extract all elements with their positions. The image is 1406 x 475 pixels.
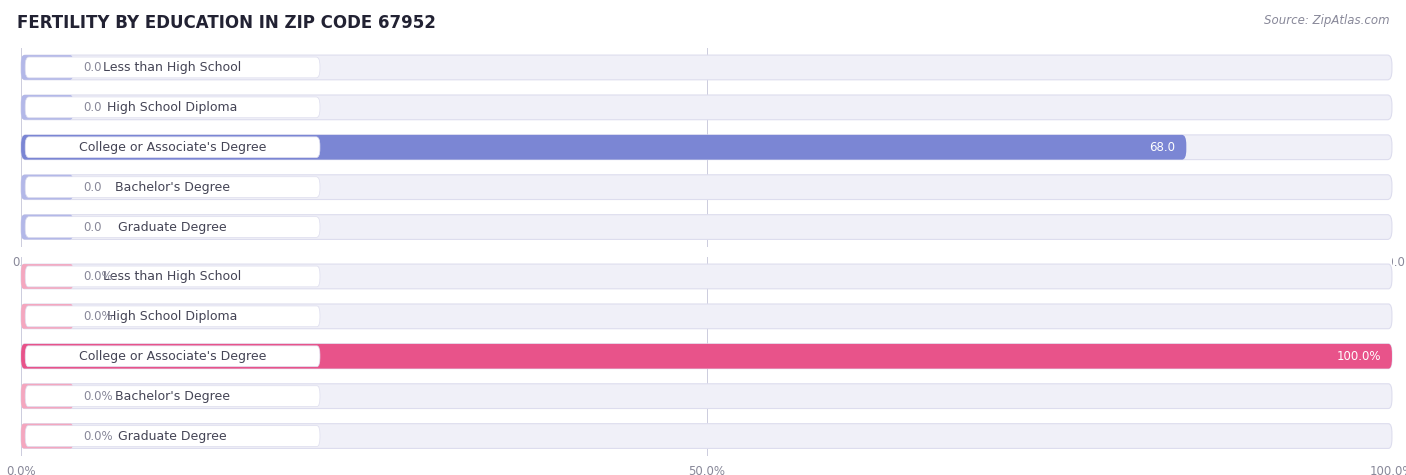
FancyBboxPatch shape: [25, 97, 321, 118]
FancyBboxPatch shape: [21, 384, 1392, 408]
Text: 0.0: 0.0: [83, 180, 101, 194]
FancyBboxPatch shape: [21, 95, 1392, 120]
Text: 0.0: 0.0: [83, 220, 101, 234]
FancyBboxPatch shape: [25, 426, 321, 446]
Text: 0.0: 0.0: [83, 101, 101, 114]
Text: Less than High School: Less than High School: [104, 270, 242, 283]
FancyBboxPatch shape: [21, 424, 1392, 448]
FancyBboxPatch shape: [21, 215, 73, 239]
FancyBboxPatch shape: [21, 55, 73, 80]
FancyBboxPatch shape: [25, 177, 321, 198]
FancyBboxPatch shape: [21, 264, 73, 289]
FancyBboxPatch shape: [21, 344, 1392, 369]
FancyBboxPatch shape: [25, 306, 321, 327]
FancyBboxPatch shape: [21, 264, 1392, 289]
FancyBboxPatch shape: [25, 57, 321, 78]
FancyBboxPatch shape: [25, 266, 321, 287]
Text: Graduate Degree: Graduate Degree: [118, 220, 226, 234]
Text: College or Associate's Degree: College or Associate's Degree: [79, 141, 266, 154]
FancyBboxPatch shape: [25, 137, 321, 158]
Text: Bachelor's Degree: Bachelor's Degree: [115, 180, 231, 194]
FancyBboxPatch shape: [21, 304, 1392, 329]
Text: 0.0: 0.0: [83, 61, 101, 74]
Text: 68.0: 68.0: [1149, 141, 1175, 154]
Text: College or Associate's Degree: College or Associate's Degree: [79, 350, 266, 363]
Text: 0.0%: 0.0%: [83, 270, 112, 283]
FancyBboxPatch shape: [21, 135, 1392, 160]
FancyBboxPatch shape: [21, 215, 1392, 239]
Text: Source: ZipAtlas.com: Source: ZipAtlas.com: [1264, 14, 1389, 27]
FancyBboxPatch shape: [21, 55, 1392, 80]
FancyBboxPatch shape: [21, 384, 73, 408]
Text: FERTILITY BY EDUCATION IN ZIP CODE 67952: FERTILITY BY EDUCATION IN ZIP CODE 67952: [17, 14, 436, 32]
FancyBboxPatch shape: [25, 346, 321, 367]
Text: Less than High School: Less than High School: [104, 61, 242, 74]
FancyBboxPatch shape: [21, 135, 1187, 160]
Text: High School Diploma: High School Diploma: [107, 310, 238, 323]
FancyBboxPatch shape: [21, 175, 73, 199]
FancyBboxPatch shape: [21, 95, 73, 120]
Text: Bachelor's Degree: Bachelor's Degree: [115, 390, 231, 403]
FancyBboxPatch shape: [21, 175, 1392, 199]
FancyBboxPatch shape: [21, 344, 1392, 369]
FancyBboxPatch shape: [21, 424, 73, 448]
FancyBboxPatch shape: [25, 386, 321, 407]
Text: Graduate Degree: Graduate Degree: [118, 429, 226, 443]
Text: 0.0%: 0.0%: [83, 390, 112, 403]
Text: High School Diploma: High School Diploma: [107, 101, 238, 114]
FancyBboxPatch shape: [25, 217, 321, 238]
Text: 100.0%: 100.0%: [1337, 350, 1381, 363]
Text: 0.0%: 0.0%: [83, 429, 112, 443]
Text: 0.0%: 0.0%: [83, 310, 112, 323]
FancyBboxPatch shape: [21, 304, 73, 329]
